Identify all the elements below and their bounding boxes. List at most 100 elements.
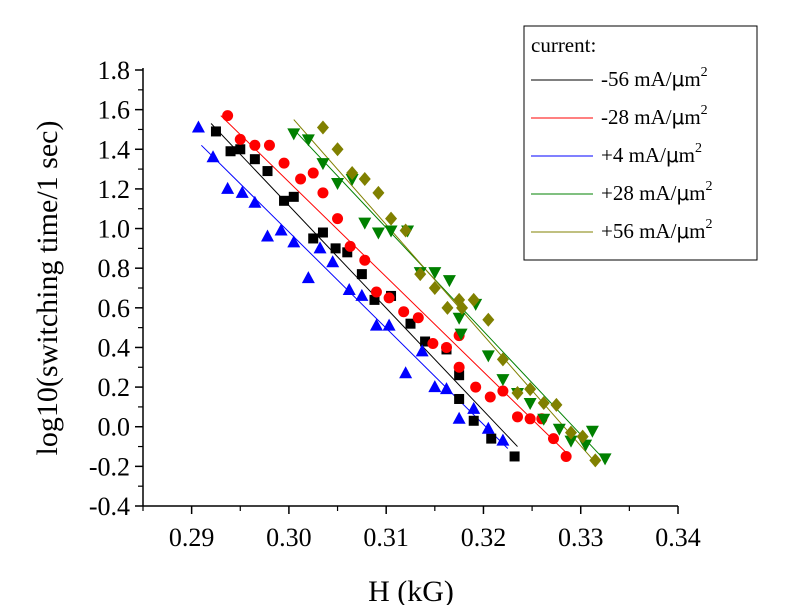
data-point [262,166,273,177]
data-point [496,433,510,446]
y-tick-label: 0.0 [98,413,131,442]
data-point [358,217,372,230]
x-tick-label: 0.34 [655,523,701,552]
legend-label: +56 mA/μm2 [601,217,713,243]
data-point [537,395,550,410]
data-point [481,421,495,434]
series-2-markers [222,110,572,462]
data-point [342,282,356,295]
data-point [552,423,566,436]
data-point [191,120,205,133]
data-point [225,146,236,157]
legend-label: -28 mA/μm2 [601,103,708,129]
data-point [428,281,441,295]
data-point [428,380,442,393]
x-axis: 0.29 0.30 0.31 0.32 0.33 0.34 [142,506,701,552]
data-point [452,312,466,325]
data-point [330,243,341,254]
data-point [234,133,246,145]
y-tick-label: 0.2 [98,373,131,402]
data-point [331,142,344,157]
series-5-markers [316,120,602,468]
x-tick-label: 0.31 [363,523,409,552]
data-point [497,385,509,397]
x-tick-label: 0.29 [169,523,215,552]
data-point [405,318,416,329]
data-point [511,386,524,401]
data-point [524,413,536,425]
data-point [313,241,327,254]
data-point [206,150,220,163]
data-point [467,401,481,414]
data-point [452,411,466,424]
data-point [316,158,330,171]
data-point [454,393,465,404]
legend-item: +56 mA/μm2 [531,217,713,243]
fit-line-series-2 [220,115,567,453]
data-point [512,411,523,423]
data-point [369,318,383,331]
data-point [222,110,234,122]
data-point [524,382,537,397]
data-point [470,381,482,393]
data-point [467,292,480,307]
data-point [509,451,520,462]
data-point [589,453,602,468]
y-tick-label: 1.2 [98,175,131,204]
data-point [496,352,509,367]
data-point [468,415,479,426]
data-point [263,139,275,151]
data-point [301,134,315,147]
data-point [585,425,599,438]
data-point [326,255,340,268]
data-point [486,433,497,444]
data-point [398,306,410,318]
x-tick-label: 0.33 [558,523,604,552]
data-point [317,227,328,238]
data-point [317,187,329,199]
data-point [295,173,307,185]
data-point [342,247,353,258]
data-point [523,397,537,410]
data-point [301,271,315,284]
data-point [279,195,290,206]
data-point [210,126,221,137]
data-point [415,344,429,357]
data-point [372,185,385,200]
data-point [442,275,456,288]
legend-title: current: [531,33,596,57]
data-point [358,172,371,186]
legend: current: -56 mA/μm2 -28 mA/μm2 +4 mA/μm2 +2… [523,25,758,261]
data-point [274,223,288,236]
y-tick-label: 0.4 [98,333,131,362]
data-point [332,213,344,225]
data-point [484,391,496,403]
legend-item: -56 mA/μm2 [531,65,708,91]
data-point [420,336,431,347]
y-tick-label: -0.2 [89,452,130,481]
data-point [249,139,261,151]
data-point [439,382,453,395]
data-point [412,312,424,324]
fit-lines [201,115,606,463]
data-point [456,300,469,315]
plot-area [142,68,678,507]
legend-entries: -56 mA/μm2 -28 mA/μm2 +4 mA/μm2 +28 mA/μm2 +… [531,65,713,243]
data-point [344,240,356,252]
data-point [356,269,367,280]
y-tick-label: -0.4 [89,492,130,521]
data-point [453,361,465,373]
data-point [537,413,551,426]
data-point [598,453,612,466]
data-point [564,435,578,448]
data-point [278,157,290,169]
y-tick-label: 0.8 [98,254,131,283]
data-point [547,433,559,445]
legend-label: +4 mA/μm2 [601,141,702,167]
series-3-markers [191,120,510,446]
data-point [370,286,382,298]
y-tick-label: 1.6 [98,96,131,125]
data-point [287,128,301,141]
data-point [346,166,359,181]
